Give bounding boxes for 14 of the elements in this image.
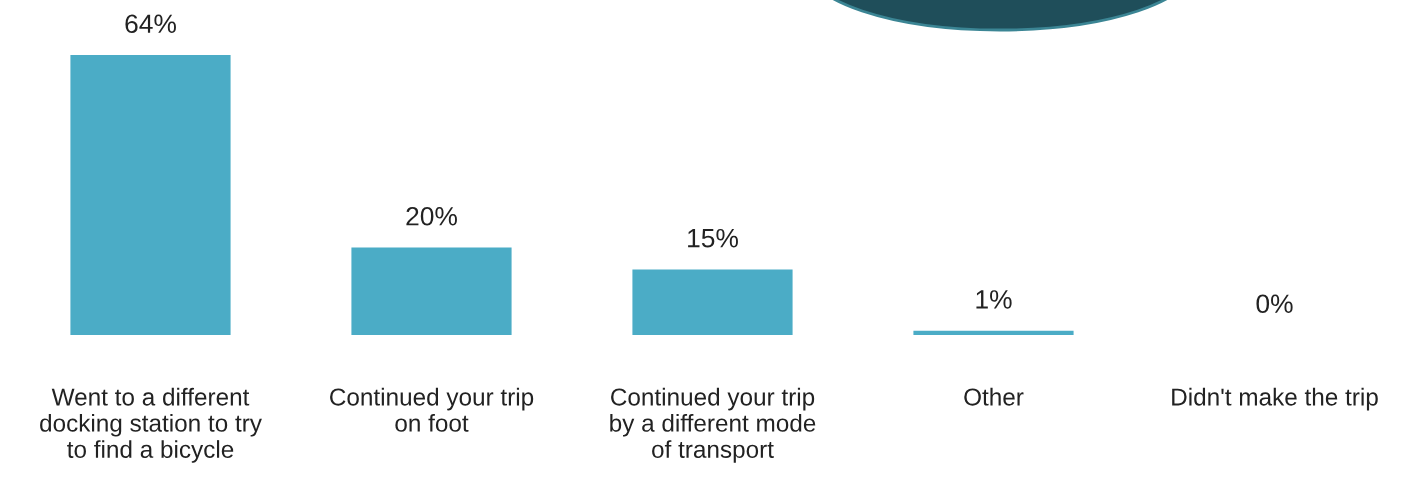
x-tick-label: Other	[964, 387, 1024, 406]
data-label: 20%	[406, 206, 457, 226]
data-label: 0%	[1256, 294, 1293, 314]
data-label: 15%	[688, 228, 738, 248]
data-label: 64%	[125, 14, 176, 34]
x-tick-label: Continued your trip on foot	[330, 387, 534, 432]
bar	[70, 55, 231, 335]
x-tick-label: Didn't make the trip	[1172, 387, 1378, 411]
bar	[351, 247, 512, 335]
data-label: 1%	[976, 290, 1012, 309]
bar	[632, 269, 793, 335]
bar	[913, 330, 1074, 335]
x-tick-label: Went to a different docking station to try to find a bicycle	[40, 387, 262, 463]
x-tick-label: Continued your trip by a different mode of transport	[610, 387, 816, 463]
